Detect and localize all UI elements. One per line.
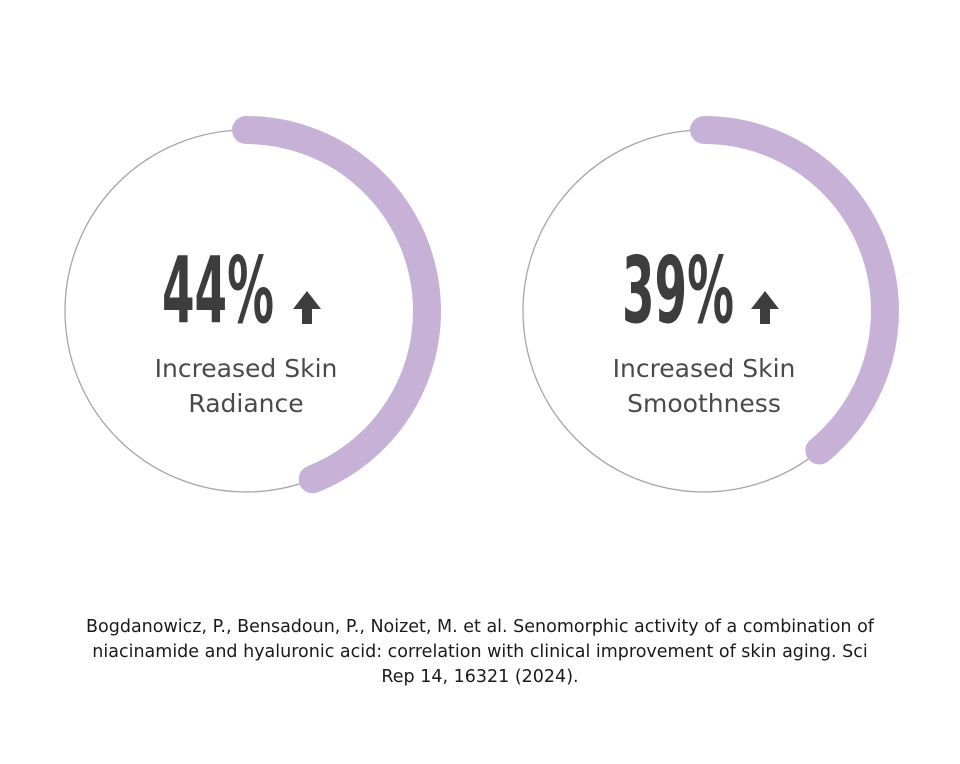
stat-gauge-radiance: 44% Increased Skin Radiance [64,116,441,494]
arrow-up-icon [293,291,321,324]
stat-label-line-1: Increased Skin [613,354,796,383]
stat-value: 44% [162,237,274,344]
gauge-progress-arc [232,116,441,494]
arrow-up-icon [751,291,779,324]
stat-value: 39% [622,237,734,344]
stat-label-line-2: Smoothness [627,389,781,418]
stat-gauge-smoothness: 39% Increased Skin Smoothness [522,116,899,493]
gauge-progress-arc [690,116,899,465]
stat-label-line-1: Increased Skin [155,354,338,383]
stat-label-line-2: Radiance [188,389,303,418]
stats-figure: 44% Increased Skin Radiance 39% Increase… [64,116,899,494]
citation-text: Bogdanowicz, P., Bensadoun, P., Noizet, … [86,617,874,687]
